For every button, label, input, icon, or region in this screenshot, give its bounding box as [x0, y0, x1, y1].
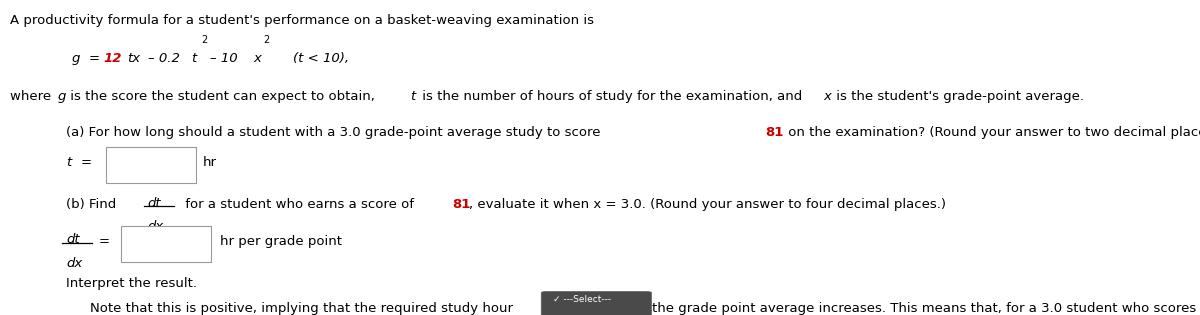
Text: on the examination? (Round your answer to two decimal places.): on the examination? (Round your answer t…: [784, 126, 1200, 139]
Text: dx: dx: [148, 220, 164, 233]
Text: hr: hr: [203, 156, 217, 169]
FancyBboxPatch shape: [106, 147, 196, 183]
Text: – 0.2: – 0.2: [148, 52, 180, 65]
Text: , evaluate it when x = 3.0. (Round your answer to four decimal places.): , evaluate it when x = 3.0. (Round your …: [469, 198, 947, 211]
Text: tx: tx: [127, 52, 140, 65]
Text: (b) Find: (b) Find: [66, 198, 120, 211]
Text: (a) For how long should a student with a 3.0 grade-point average study to score: (a) For how long should a student with a…: [66, 126, 605, 139]
Text: t: t: [410, 90, 415, 103]
Text: x: x: [253, 52, 262, 65]
Text: ✓ ---Select---: ✓ ---Select---: [553, 295, 611, 304]
FancyBboxPatch shape: [541, 291, 652, 315]
Text: where: where: [10, 90, 55, 103]
Text: t: t: [191, 52, 196, 65]
Text: dx: dx: [66, 257, 83, 270]
Text: 2: 2: [263, 35, 269, 45]
Text: for a student who earns a score of: for a student who earns a score of: [181, 198, 419, 211]
FancyBboxPatch shape: [121, 226, 211, 262]
Text: is the number of hours of study for the examination, and: is the number of hours of study for the …: [418, 90, 806, 103]
Text: Interpret the result.: Interpret the result.: [66, 277, 197, 290]
Text: =: =: [89, 52, 100, 65]
Text: is the student's grade-point average.: is the student's grade-point average.: [832, 90, 1084, 103]
Text: (t < 10),: (t < 10),: [276, 52, 349, 65]
Text: is the score the student can expect to obtain,: is the score the student can expect to o…: [66, 90, 379, 103]
Text: A productivity formula for a student's performance on a basket-weaving examinati: A productivity formula for a student's p…: [10, 14, 594, 27]
Text: g: g: [72, 52, 80, 65]
Text: hr per grade point: hr per grade point: [220, 235, 342, 248]
Text: g: g: [58, 90, 66, 103]
Text: t: t: [66, 156, 71, 169]
Text: =: =: [80, 156, 91, 169]
Text: 2: 2: [202, 35, 208, 45]
Text: =: =: [98, 235, 109, 248]
Text: 81: 81: [452, 198, 470, 211]
Text: Note that this is positive, implying that the required study hour: Note that this is positive, implying tha…: [90, 302, 514, 315]
Text: x: x: [823, 90, 832, 103]
Text: 81: 81: [766, 126, 784, 139]
Text: 12: 12: [103, 52, 121, 65]
Text: dt: dt: [148, 197, 161, 210]
Text: dt: dt: [66, 233, 79, 246]
Text: the grade point average increases. This means that, for a 3.0 student who scores: the grade point average increases. This …: [652, 302, 1200, 315]
Text: – 10: – 10: [210, 52, 238, 65]
